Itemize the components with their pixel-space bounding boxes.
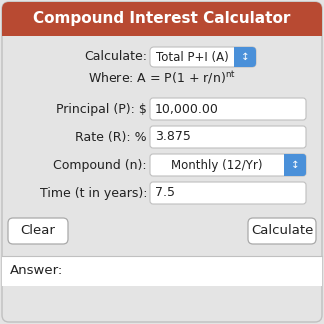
Text: Clear: Clear bbox=[20, 225, 55, 237]
Text: Where: A = P(1 + r/n)$\mathregular{^{nt}}$: Where: A = P(1 + r/n)$\mathregular{^{nt}… bbox=[88, 70, 236, 86]
Text: ↕: ↕ bbox=[291, 160, 299, 170]
Text: Rate (R): %: Rate (R): % bbox=[75, 131, 147, 144]
FancyBboxPatch shape bbox=[2, 2, 322, 322]
FancyBboxPatch shape bbox=[2, 2, 322, 36]
FancyBboxPatch shape bbox=[150, 126, 306, 148]
Text: Compound Interest Calculator: Compound Interest Calculator bbox=[33, 11, 291, 27]
Text: Calculate: Calculate bbox=[251, 225, 313, 237]
Text: Monthly (12/Yr): Monthly (12/Yr) bbox=[171, 158, 263, 171]
FancyBboxPatch shape bbox=[284, 154, 295, 176]
Text: 3.875: 3.875 bbox=[155, 131, 191, 144]
FancyBboxPatch shape bbox=[150, 182, 306, 204]
FancyBboxPatch shape bbox=[150, 47, 256, 67]
FancyBboxPatch shape bbox=[284, 154, 306, 176]
FancyBboxPatch shape bbox=[8, 218, 68, 244]
Text: Answer:: Answer: bbox=[10, 264, 63, 277]
Text: 10,000.00: 10,000.00 bbox=[155, 102, 219, 115]
FancyBboxPatch shape bbox=[2, 256, 322, 286]
Text: Calculate:: Calculate: bbox=[84, 51, 147, 64]
Text: Time (t in years):: Time (t in years): bbox=[40, 187, 147, 200]
FancyBboxPatch shape bbox=[2, 19, 322, 36]
Text: ↕: ↕ bbox=[241, 52, 249, 62]
FancyBboxPatch shape bbox=[234, 47, 256, 67]
Text: Total P+I (A): Total P+I (A) bbox=[156, 51, 228, 64]
FancyBboxPatch shape bbox=[248, 218, 316, 244]
Text: Compound (n):: Compound (n): bbox=[53, 158, 147, 171]
FancyBboxPatch shape bbox=[150, 98, 306, 120]
Text: Principal (P): $: Principal (P): $ bbox=[56, 102, 147, 115]
FancyBboxPatch shape bbox=[234, 47, 245, 67]
FancyBboxPatch shape bbox=[150, 154, 306, 176]
Text: 7.5: 7.5 bbox=[155, 187, 175, 200]
